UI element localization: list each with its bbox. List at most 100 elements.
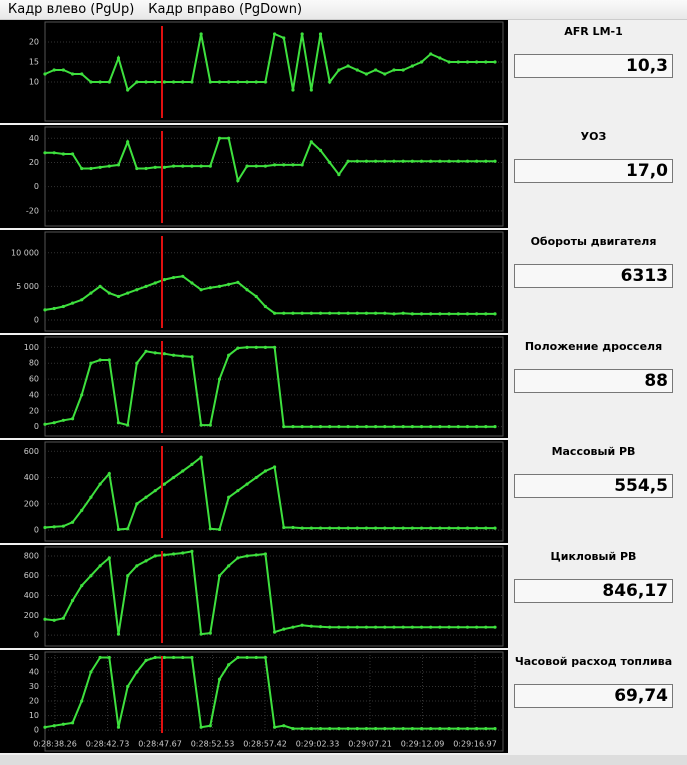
data-point — [52, 618, 56, 622]
readout-title: УОЗ — [580, 130, 607, 143]
menu-item[interactable]: Кадр влево (PgUp) — [8, 2, 135, 17]
data-point — [419, 727, 424, 731]
data-point — [419, 425, 424, 429]
data-point — [153, 80, 157, 84]
data-point — [364, 727, 369, 731]
data-point — [245, 554, 249, 558]
data-point — [107, 472, 111, 476]
data-point — [126, 527, 130, 531]
data-point — [107, 291, 111, 295]
data-point — [465, 425, 470, 429]
x-tick-label: 0:29:12.09 — [401, 740, 445, 749]
data-point — [153, 351, 157, 355]
data-point — [80, 508, 84, 512]
y-tick-label: 50 — [29, 653, 39, 662]
data-point — [272, 163, 277, 167]
data-point — [162, 553, 166, 557]
data-point — [263, 469, 268, 473]
data-point — [80, 72, 84, 76]
data-point — [401, 68, 405, 72]
panels: 10 15 20 AFR LM-1 10,3 -20 0 20 40 УОЗ 17,0 0 5 000 1… — [0, 20, 687, 755]
data-point — [171, 655, 176, 660]
y-tick-label: 40 — [29, 134, 39, 143]
data-point — [217, 527, 222, 532]
data-point — [383, 526, 387, 530]
data-point — [438, 425, 442, 429]
chart: -20 0 20 40 — [0, 125, 508, 228]
y-tick-label: 10 000 — [11, 248, 39, 257]
data-point — [484, 526, 488, 530]
data-point — [447, 526, 451, 530]
readout-panel: Положение дросселя 88 — [508, 335, 685, 438]
data-point — [126, 291, 130, 295]
data-point — [89, 361, 93, 365]
data-point — [89, 291, 93, 295]
data-point — [43, 617, 47, 621]
data-point — [135, 361, 139, 365]
data-point — [300, 623, 304, 627]
readout-value: 6313 — [514, 264, 673, 288]
readout-value: 10,3 — [514, 54, 673, 78]
data-point — [190, 355, 194, 359]
data-point — [328, 625, 332, 629]
data-point — [355, 727, 359, 731]
data-point — [337, 526, 341, 530]
data-point — [309, 425, 313, 429]
data-point — [392, 68, 396, 72]
menu-item[interactable]: Кадр вправо (PgDown) — [148, 2, 303, 17]
data-point — [346, 727, 350, 731]
plot-frame — [44, 546, 504, 647]
data-point — [410, 727, 414, 731]
y-tick-label: 0 — [34, 526, 39, 535]
data-point — [374, 68, 378, 72]
data-point — [282, 163, 286, 167]
data-point — [61, 304, 65, 309]
data-point — [475, 727, 479, 731]
data-point — [80, 166, 84, 171]
chart-panel: 0 10 20 30 40 50 0:28:38.26 0:28:42.73 0:28:47.6… — [0, 650, 687, 753]
data-point — [419, 159, 424, 163]
data-point — [456, 526, 460, 530]
data-point — [337, 68, 341, 72]
data-point — [484, 60, 488, 64]
data-point — [162, 165, 166, 169]
data-point — [300, 32, 304, 36]
data-point — [300, 311, 304, 315]
y-tick-label: 0 — [34, 726, 39, 735]
data-point — [135, 670, 139, 674]
data-point — [475, 312, 479, 316]
data-point — [447, 625, 451, 629]
data-point — [263, 345, 268, 349]
data-line — [44, 656, 495, 730]
data-point — [70, 152, 75, 156]
data-point — [116, 294, 121, 299]
y-tick-label: 0 — [34, 422, 39, 431]
data-point — [475, 60, 479, 64]
data-point — [153, 165, 157, 169]
data-point — [43, 308, 47, 312]
y-tick-label: 15 — [29, 58, 39, 67]
data-point — [61, 68, 65, 72]
data-point — [52, 151, 56, 155]
chart-panel: 0 5 000 10 000 Обороты двигателя 6313 — [0, 230, 687, 333]
data-point — [254, 80, 258, 84]
data-point — [70, 72, 75, 76]
data-point — [401, 727, 405, 731]
readout-title: Часовой расход топлива — [514, 655, 673, 668]
data-point — [80, 298, 84, 302]
data-point — [43, 725, 47, 729]
data-point — [236, 346, 240, 350]
data-point — [337, 425, 341, 429]
data-point — [116, 163, 121, 167]
data-point — [208, 164, 212, 168]
data-point — [144, 658, 148, 662]
data-point — [272, 311, 277, 315]
data-point — [383, 625, 387, 629]
data-point — [291, 525, 295, 530]
data-point — [153, 489, 157, 493]
data-point — [144, 80, 148, 84]
data-point — [493, 60, 497, 64]
plot-frame — [44, 231, 504, 332]
data-line — [44, 550, 495, 636]
data-point — [364, 72, 369, 76]
